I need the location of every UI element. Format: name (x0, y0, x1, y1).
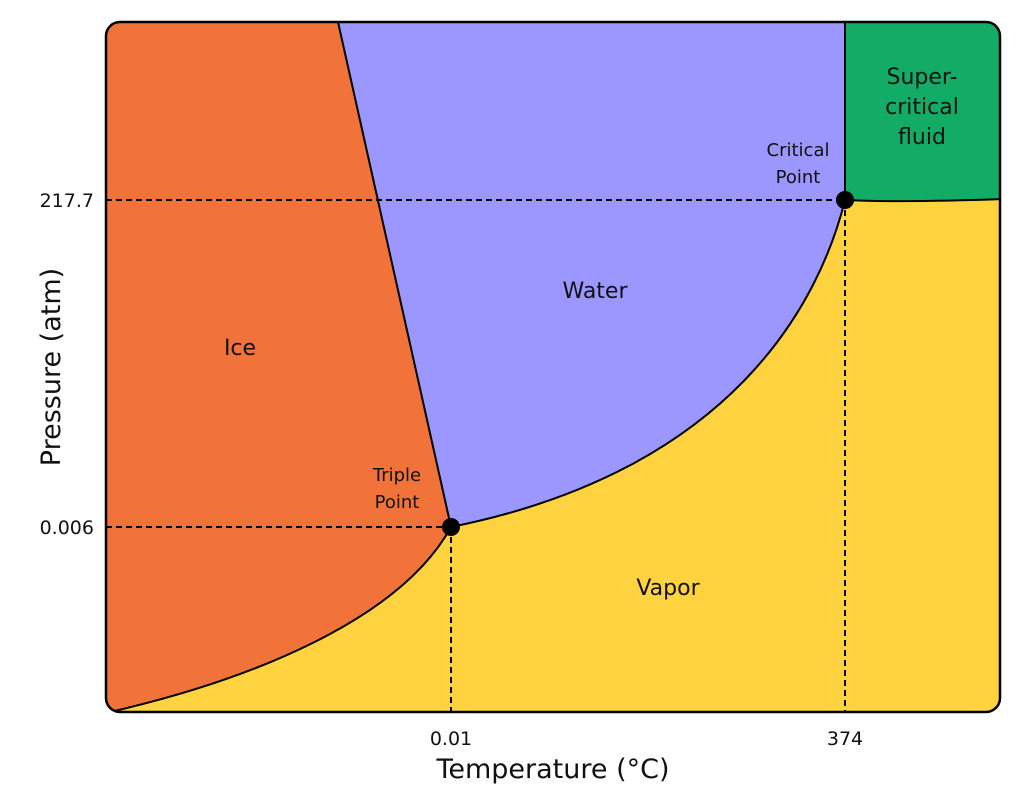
x-tick-label: 374 (827, 728, 863, 750)
triple-point-label-line2: Point (375, 492, 420, 513)
supercritical-label-line3: fluid (898, 125, 946, 150)
supercritical-label-line1: Super- (887, 65, 958, 90)
supercritical-label-line2: critical (885, 95, 959, 120)
critical-point-label-line1: Critical (767, 140, 830, 161)
y-tick-label: 0.006 (40, 517, 94, 539)
triple-point-label-line1: Triple (372, 465, 421, 486)
fusion-curve (337, 22, 452, 528)
supercritical-region (845, 22, 1000, 202)
water-region (338, 22, 845, 527)
sublimation-curve (109, 526, 452, 712)
plot-frame (104, 20, 1002, 714)
supercritical-pressure-boundary (844, 198, 1000, 203)
water-label: Water (562, 279, 628, 304)
x-tick-label: 0.01 (430, 728, 472, 750)
ice-region (106, 22, 451, 712)
vaporization-curve (450, 199, 846, 528)
plot-area (106, 22, 1000, 712)
critical-point-marker (836, 191, 854, 209)
x-axis-title: Temperature (°C) (435, 754, 669, 785)
vapor-label: Vapor (636, 576, 700, 601)
y-axis-title: Pressure (atm) (36, 268, 67, 466)
y-tick-label: 217.7 (40, 190, 94, 212)
triple-point-marker (442, 518, 460, 536)
ice-label: Ice (224, 336, 256, 361)
critical-point-label-line2: Point (776, 167, 821, 188)
